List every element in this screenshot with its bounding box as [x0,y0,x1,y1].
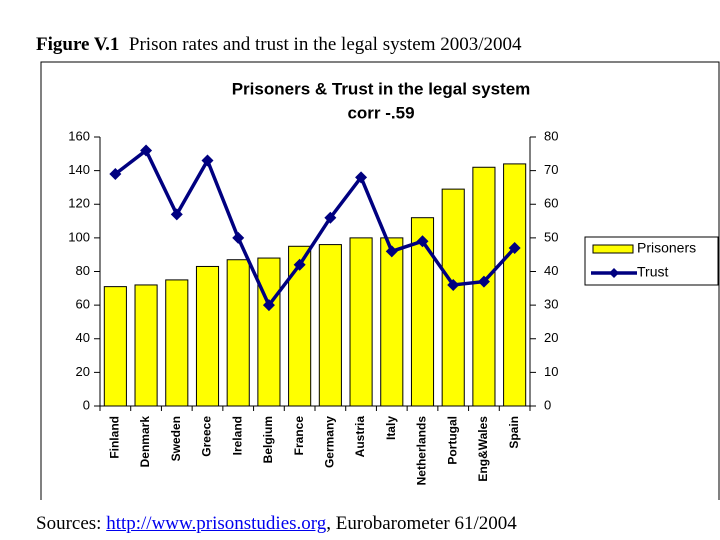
line-marker [355,171,368,184]
line-marker [170,208,183,221]
bar [349,237,373,407]
sources: Sources: http://www.prisonstudies.org, E… [36,513,517,535]
bar [134,284,158,407]
line [114,147,516,309]
chart-subtitle: corr -.59 [347,103,414,122]
bar [195,265,220,407]
x-tick-label: Denmark [138,416,152,468]
y-tick-label: 120 [68,196,90,211]
line-marker [293,258,306,271]
line-marker [477,275,490,288]
caption-text: Prison rates and trust in the legal syst… [128,34,522,55]
line-marker [447,278,460,291]
bar [380,237,404,407]
legend-label: Trust [637,264,668,280]
sources-link[interactable]: http://www.prisonstudies.org [106,513,327,534]
bar [441,188,465,407]
y2-tick-label: 70 [544,162,558,177]
x-tick-label: Netherlands [415,416,429,486]
legend-marker [609,268,619,278]
line-marker [109,167,122,180]
y-tick-label: 100 [68,229,90,244]
chart-title: Prisoners & Trust in the legal system [232,79,531,98]
bar [226,259,250,407]
figure-label: Figure V.1 [36,34,120,55]
y2-tick-label: 40 [544,263,558,278]
bar [257,257,281,407]
x-tick-label: Austria [353,416,367,458]
x-tick-label: Portugal [445,416,459,465]
bar [165,279,189,407]
bar [503,163,527,407]
line-marker [201,154,214,167]
x-tick-label: Finland [108,416,122,459]
y2-tick-label: 20 [544,330,558,345]
sources-suffix: , Eurobarometer 61/2004 [326,513,517,534]
x-tick-label: Spain [507,416,521,449]
line-marker [508,241,521,254]
line-marker [140,144,153,157]
y2-tick-label: 10 [544,364,558,379]
line-marker [262,299,275,312]
x-tick-label: Germany [323,416,337,468]
x-tick-label: Eng&Wales [476,416,490,482]
y-tick-label: 0 [83,397,90,412]
line-marker [324,211,337,224]
y-tick-label: 160 [68,128,90,143]
x-tick-label: Belgium [261,416,275,463]
x-tick-label: Italy [384,416,398,440]
y-tick-label: 80 [76,263,90,278]
line-marker [385,245,398,258]
x-tick-label: Greece [200,416,214,457]
bar [103,286,127,407]
x-tick-label: Ireland [230,416,244,455]
y2-tick-label: 30 [544,297,558,312]
sources-prefix: Sources: [36,513,102,534]
x-tick-label: Sweden [169,416,183,461]
y-tick-label: 40 [76,330,90,345]
y-tick-label: 60 [76,297,90,312]
y2-tick-label: 50 [544,229,558,244]
x-tick-label: France [292,416,306,456]
line-marker [416,235,429,248]
y-tick-label: 20 [76,364,90,379]
y2-tick-label: 60 [544,196,558,211]
y2-tick-label: 80 [544,128,558,143]
line-marker [232,231,245,244]
legend-label: Prisoners [637,240,696,256]
chart: Prisoners & Trust in the legal system co… [40,61,720,500]
legend-swatch [592,244,634,254]
figure-caption: Figure V.1 Prison rates and trust in the… [36,34,522,56]
y2-tick-label: 0 [544,397,551,412]
bar [318,244,342,407]
y-tick-label: 140 [68,162,90,177]
